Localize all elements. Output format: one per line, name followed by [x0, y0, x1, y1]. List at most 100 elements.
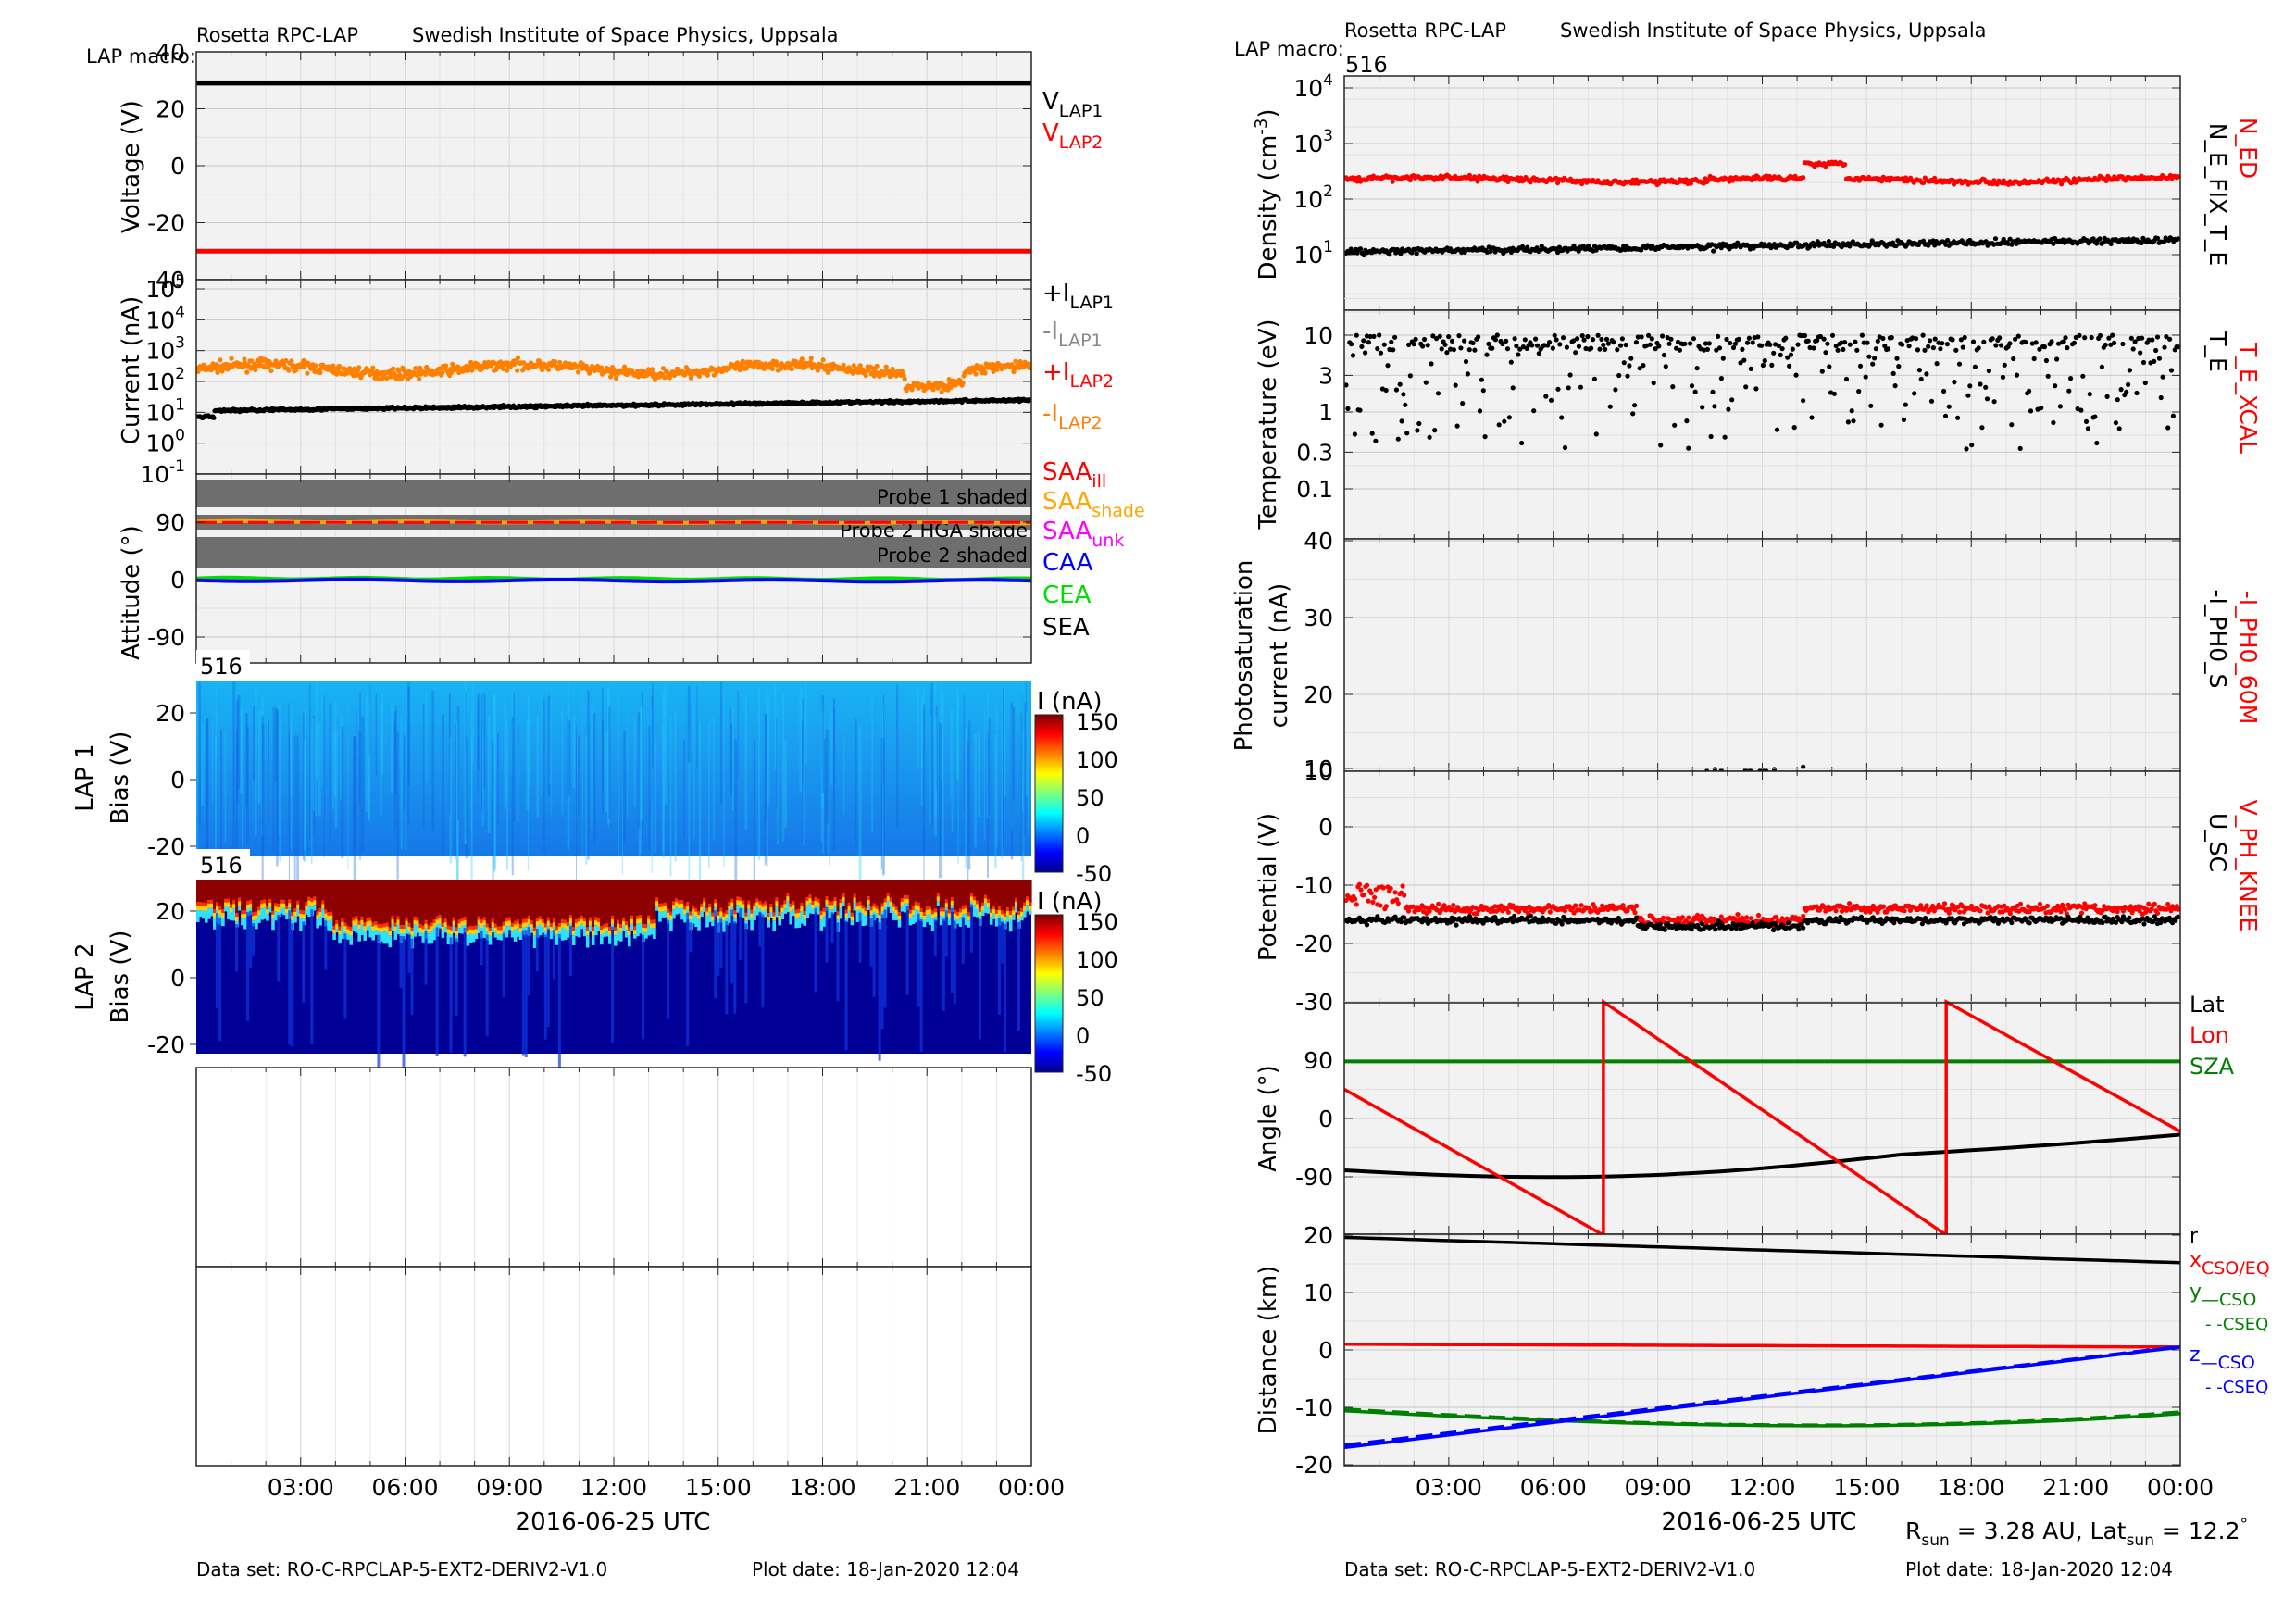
lap1-heatmap-stripe [929, 715, 931, 825]
lap2-heatmap-streak [978, 918, 981, 1040]
current-point-ilap2 [456, 369, 462, 376]
current-point-ilap2 [286, 368, 292, 373]
current-point-ilap2 [808, 356, 814, 361]
lap2-heatmap-cell [382, 923, 386, 928]
lap1-heatmap-stripe [753, 739, 755, 884]
lap1-heatmap-stripe [572, 715, 576, 788]
lap1-heatmap-stripe [581, 687, 583, 856]
lap1-heatmap-stripe [723, 695, 725, 868]
current-point-ilap2 [262, 365, 268, 370]
macro-label-right: LAP macro: [1234, 38, 1344, 60]
lap1-heatmap-stripe [693, 707, 695, 839]
lap2-heatmap-cell [628, 931, 631, 936]
lap1-heatmap-stripe [396, 731, 399, 880]
lap2-heatmap-streak [719, 918, 723, 968]
density-tick-base: 10 [1293, 75, 1323, 102]
lap1-heatmap-stripe [696, 686, 698, 768]
lap2-heatmap-cell [382, 927, 386, 932]
lap2-heatmap-cell [967, 920, 971, 928]
current-point-ilap2 [863, 373, 868, 379]
lap1-heatmap-stripe [781, 692, 785, 842]
lap1-heatmap-stripe [198, 681, 201, 826]
lap2-heatmap-streak [557, 933, 561, 1068]
attitude-ytick-label: 0 [170, 567, 185, 593]
institute-title: Swedish Institute of Space Physics, Upps… [412, 24, 839, 46]
lap1-heatmap-stripe [602, 719, 604, 815]
lap1-heatmap-stripe [956, 690, 959, 780]
lap1-heatmap-stripe [536, 717, 540, 818]
lap2-heatmap-streak [535, 929, 539, 972]
lap1-heatmap-stripe [939, 722, 942, 879]
current-tick-base: 10 [145, 399, 175, 426]
lap2-heatmap-cell [619, 931, 623, 942]
lap1-heatmap-stripe [505, 704, 507, 810]
lap1-heatmap-stripe [1022, 682, 1024, 811]
current-point-ilap2 [521, 360, 527, 366]
current-point-ilap2 [815, 368, 820, 373]
legend-minus-ilap1: -ILAP1 [1042, 318, 1103, 351]
lap1-ylabel-2: Bias (V) [106, 731, 134, 825]
legend-plus-ilap1-sub: LAP1 [1069, 293, 1114, 313]
density-tick-base: 10 [1293, 242, 1323, 269]
lap1-heatmap-stripe [934, 717, 937, 837]
current-point-ilap2 [939, 389, 944, 395]
current-point-ilap2 [575, 369, 581, 375]
lap2-heatmap-cell [800, 906, 804, 912]
lap2-heatmap-cell [591, 880, 595, 927]
lap2-heatmap-cell [897, 915, 902, 920]
lap2-heatmap-cell [466, 935, 470, 946]
current-tick-exp: -1 [169, 457, 185, 476]
lap2-ylabel-2: Bias (V) [106, 931, 134, 1024]
current-point-ilap2 [376, 376, 381, 381]
current-point-ilap2 [337, 364, 343, 369]
lap1-heatmap-stripe [983, 704, 985, 841]
current-point-ilap2 [759, 361, 765, 367]
current-point-ilap2 [469, 368, 475, 373]
current-point-ilap2 [696, 373, 703, 379]
lap1-ytick-label: 20 [156, 700, 185, 727]
current-point-ilap2 [991, 369, 996, 374]
current-point-ilap2 [883, 364, 889, 369]
lap1-heatmap-stripe [568, 720, 571, 796]
lap2-heatmap-streak [463, 928, 467, 1057]
lap2-heatmap-cell [1008, 911, 1013, 915]
lap1-heatmap-stripe [224, 731, 227, 843]
lap2-heatmap-cell [363, 931, 367, 941]
lap2-heatmap-cell [341, 880, 344, 918]
density-point-ned [1801, 175, 1806, 181]
lap1-heatmap-stripe [858, 726, 862, 887]
density-tick-exp: 3 [1323, 127, 1333, 145]
lap2-heatmap-cell [424, 919, 429, 924]
lap1-ytick-label: 0 [170, 767, 185, 793]
lap2-heatmap-streak [552, 930, 555, 980]
lap1-heatmap-stripe [380, 705, 382, 816]
density-point-nefix [1414, 251, 1419, 256]
lap2-heatmap-streak [246, 912, 250, 1021]
lap2-heatmap-cell [216, 880, 219, 903]
lap2-heatmap-streak [611, 926, 614, 1043]
legend-cea-main: CEA [1042, 581, 1092, 609]
current-tick-base: 10 [145, 369, 175, 395]
lap2-heatmap-cell [628, 935, 631, 947]
current-point-ilap2 [820, 357, 826, 363]
lap1-heatmap-stripe [623, 731, 626, 844]
lap2-heatmap-cell [474, 933, 479, 939]
lap1-heatmap-stripe [823, 738, 826, 854]
lap2-heatmap-cell [842, 896, 846, 902]
lap2-macro-label: 516 [200, 853, 243, 879]
lap2-heatmap-cell [967, 880, 971, 913]
legend-minus-ilap2-sub: LAP2 [1058, 413, 1103, 433]
lap2-heatmap-cell [382, 931, 386, 944]
lap1-heatmap-stripe [986, 693, 989, 819]
lap2-heatmap-cell [257, 910, 261, 916]
lap2-heatmap-cell [216, 902, 219, 906]
lap2-heatmap-cell [257, 915, 261, 923]
lap1-heatmap-stripe [821, 695, 825, 793]
lap2-heatmap-streak [1000, 921, 1004, 964]
lap2-heatmap-cell [839, 907, 843, 919]
lap2-heatmap-streak [521, 930, 525, 1056]
current-point-ilap2 [413, 366, 418, 371]
current-ylabel: Current (nA) [118, 296, 145, 444]
lap1-heatmap-stripe [662, 723, 665, 853]
current-point-ilap2 [741, 360, 746, 366]
